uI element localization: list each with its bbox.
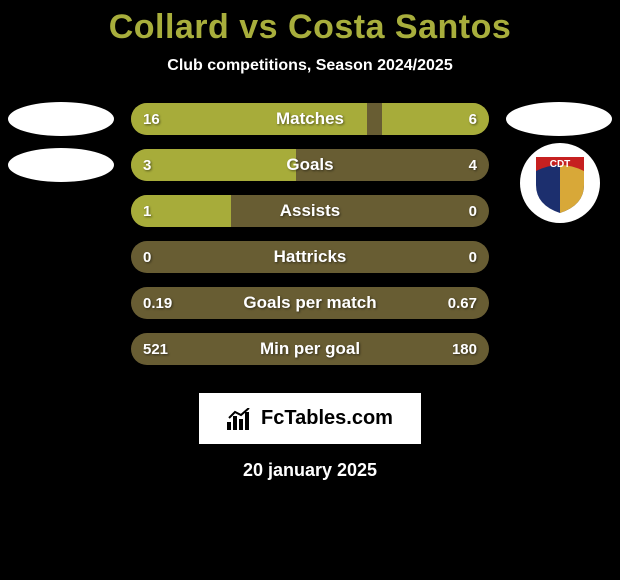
club-logo-text: CDT (550, 159, 571, 170)
player-badge-left (8, 148, 114, 182)
stat-label: Assists (131, 201, 489, 221)
page-title: Collard vs Costa Santos (109, 8, 512, 47)
branding-icon (227, 408, 253, 430)
stat-row: 10Assists (0, 195, 620, 227)
stat-label: Goals (131, 155, 489, 175)
comparison-infographic: Collard vs Costa Santos Club competition… (0, 0, 620, 580)
stat-bar: 10Assists (131, 195, 489, 227)
stat-bar: 166Matches (131, 103, 489, 135)
stat-row: 00Hattricks (0, 241, 620, 273)
stat-row: 0.190.67Goals per match (0, 287, 620, 319)
player-badge-left (8, 102, 114, 136)
stat-bar: 00Hattricks (131, 241, 489, 273)
snapshot-date: 20 january 2025 (243, 460, 377, 481)
stat-row: CDT 34Goals (0, 149, 620, 181)
stat-label: Min per goal (131, 339, 489, 359)
stat-row: 166Matches (0, 103, 620, 135)
stat-rows: 166Matches CDT 34Goals 10Assists 00Hattric… (0, 103, 620, 379)
stat-bar: 34Goals (131, 149, 489, 181)
stat-bar: 521180Min per goal (131, 333, 489, 365)
page-subtitle: Club competitions, Season 2024/2025 (167, 57, 452, 75)
stat-label: Goals per match (131, 293, 489, 313)
branding-text: FcTables.com (261, 407, 393, 430)
branding-box: FcTables.com (199, 393, 421, 444)
player-badge-right (506, 102, 612, 136)
stat-bar: 0.190.67Goals per match (131, 287, 489, 319)
stat-row: 521180Min per goal (0, 333, 620, 365)
stat-label: Hattricks (131, 247, 489, 267)
stat-label: Matches (131, 109, 489, 129)
